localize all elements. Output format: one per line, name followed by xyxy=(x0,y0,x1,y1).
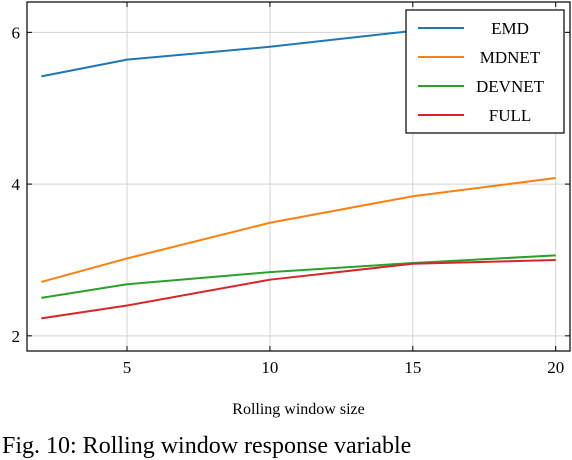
y-tick-label: 2 xyxy=(12,327,21,346)
series-line-full xyxy=(41,258,556,320)
axis-ticks: 5 10 15 20 2 4 6 xyxy=(12,2,570,377)
y-tick-label: 6 xyxy=(12,23,21,42)
x-axis-title: Rolling window size xyxy=(232,401,364,418)
legend-label: DEVNET xyxy=(476,77,545,96)
series-line-devnet xyxy=(41,254,556,299)
y-tick-label: 4 xyxy=(12,175,21,194)
legend-box xyxy=(405,9,565,134)
x-tick-label: 5 xyxy=(123,358,132,377)
legend-label: MDNET xyxy=(480,48,541,67)
x-tick-label: 10 xyxy=(261,358,278,377)
legend-label: FULL xyxy=(489,106,532,125)
plot-frame xyxy=(26,1,571,352)
x-tick-label: 15 xyxy=(404,358,421,377)
x-tick-label: 20 xyxy=(547,358,564,377)
line-chart: 5 10 15 20 2 4 6 Rolling window size EMD MDNET D… xyxy=(12,1,571,418)
series-line-mdnet xyxy=(41,177,556,283)
legend-label: EMD xyxy=(491,19,529,38)
legend: EMD MDNET DEVNET FULL xyxy=(405,9,565,134)
figure-caption: Fig. 10: Rolling window response variabl… xyxy=(2,433,412,459)
